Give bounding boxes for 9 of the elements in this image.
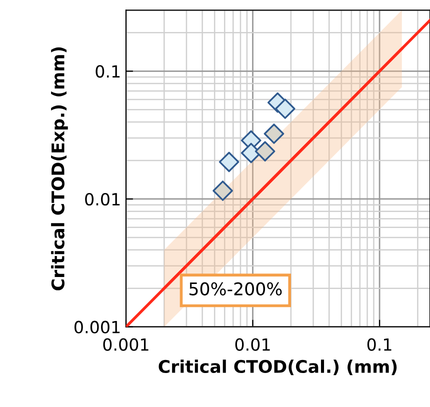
x-tick-label: 0.1 (367, 338, 392, 351)
x-tick-label: 0.01 (235, 338, 270, 351)
x-tick-label: 0.001 (103, 338, 148, 351)
x-axis-title: Critical CTOD(Cal.) (mm) (158, 360, 397, 376)
y-tick-label: 0.001 (74, 320, 120, 334)
y-tick-label: 0.01 (85, 192, 120, 206)
annotation: 50%-200% (190, 282, 282, 296)
y-axis-title: Critical CTOD(Exp.) (mm) (51, 47, 68, 290)
y-tick-label: 0.1 (96, 65, 120, 78)
